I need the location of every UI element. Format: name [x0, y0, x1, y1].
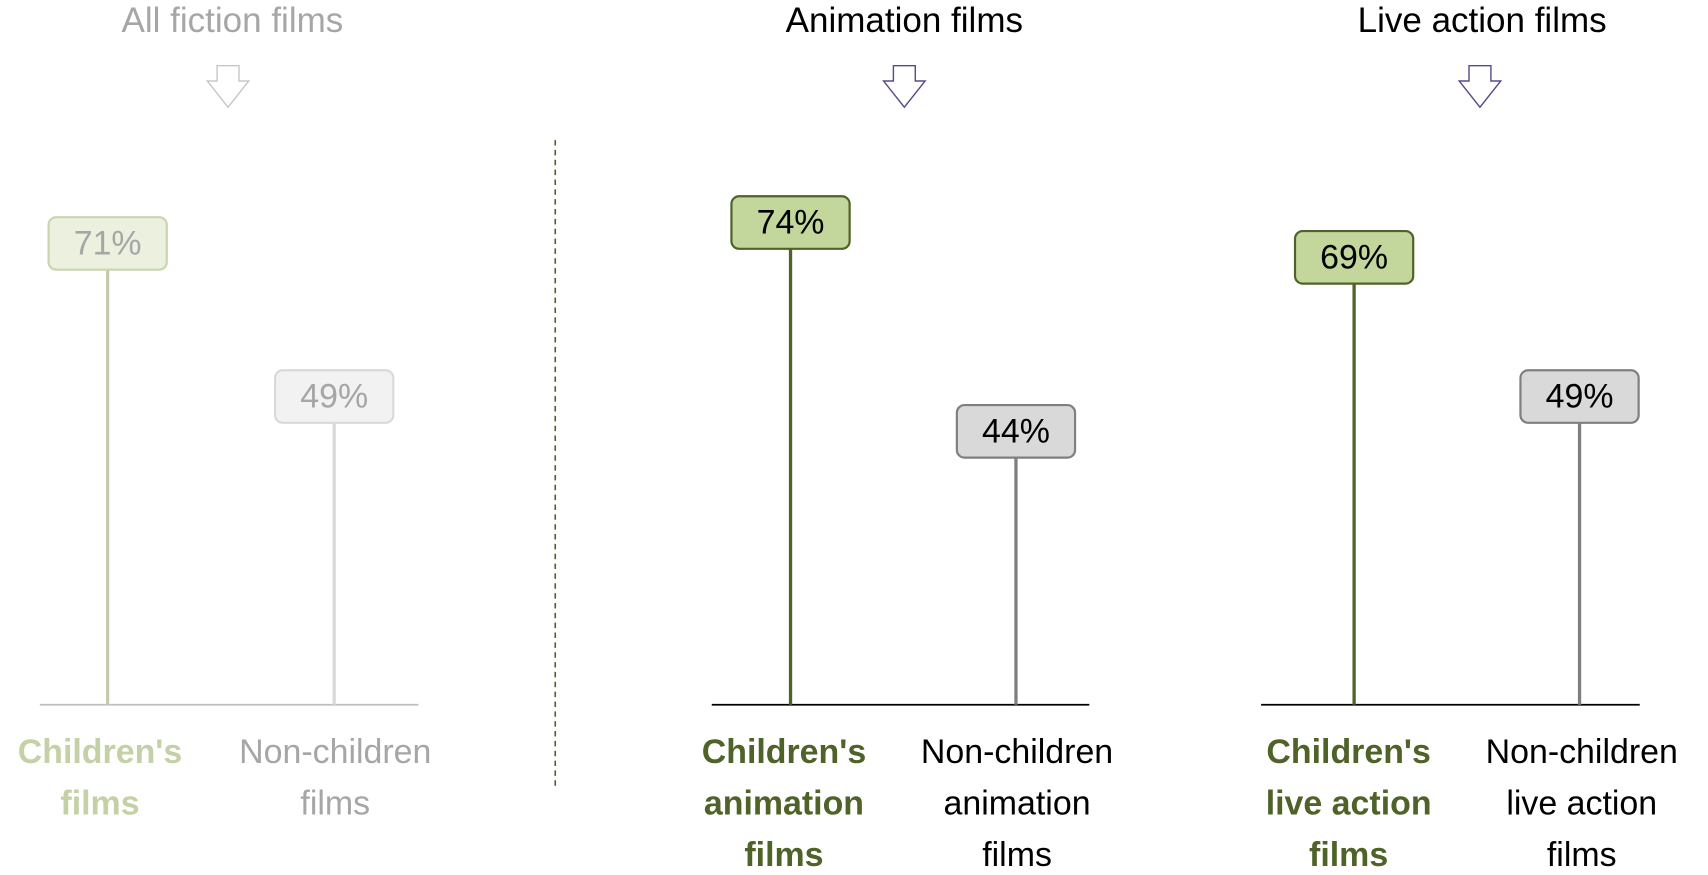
- category-label: live action: [1506, 784, 1657, 822]
- category-label: Non-children: [921, 733, 1113, 771]
- category-label: Children's: [18, 733, 182, 771]
- chart-title: Animation films: [786, 1, 1023, 40]
- value-box: [1519, 369, 1640, 424]
- arrow-icon: [882, 64, 927, 109]
- value-box: [1293, 229, 1415, 285]
- value-box: [273, 369, 395, 424]
- category-label: films: [744, 836, 823, 870]
- value-label: 74%: [757, 204, 825, 242]
- chart-title: All fiction films: [122, 1, 344, 40]
- value-label: 69%: [1320, 238, 1388, 276]
- arrow-icon: [1457, 64, 1503, 109]
- category-label: live action: [1266, 784, 1432, 822]
- category-label: Non-children: [239, 733, 431, 771]
- category-label: animation: [944, 784, 1091, 822]
- value-label: 71%: [74, 225, 142, 263]
- category-label: animation: [704, 784, 864, 822]
- category-label: films: [1309, 836, 1388, 870]
- category-label: Non-children: [1486, 733, 1678, 771]
- category-label: films: [1547, 836, 1617, 870]
- value-label: 44%: [982, 412, 1050, 450]
- value-box: [955, 403, 1077, 459]
- chart-title: Live action films: [1358, 1, 1607, 40]
- value-label: 49%: [1546, 378, 1614, 416]
- category-label: Children's: [702, 733, 866, 771]
- arrow-icon: [205, 64, 251, 109]
- category-label: films: [300, 784, 370, 822]
- value-box: [730, 195, 851, 250]
- category-label: films: [60, 784, 139, 822]
- value-box: [47, 216, 168, 271]
- value-label: 49%: [300, 378, 368, 416]
- category-label: films: [982, 836, 1052, 870]
- category-label: Children's: [1266, 733, 1430, 771]
